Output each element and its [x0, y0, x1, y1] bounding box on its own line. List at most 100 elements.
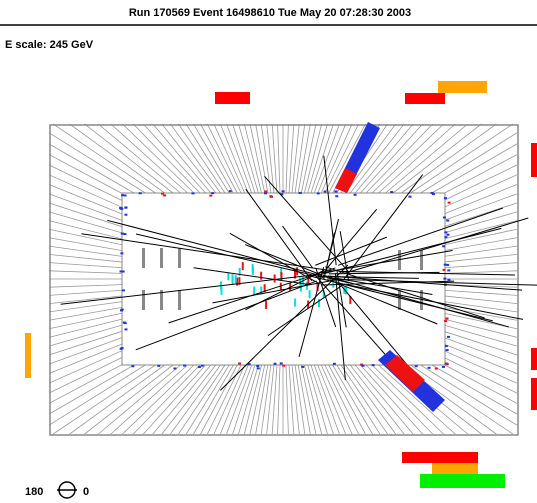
hit — [334, 190, 337, 192]
hit — [444, 236, 447, 238]
hit — [282, 190, 285, 192]
hit — [163, 194, 166, 196]
hit — [270, 196, 273, 198]
hit — [124, 328, 127, 330]
hit — [253, 287, 255, 295]
hit — [408, 196, 411, 198]
hit — [443, 269, 446, 271]
hit — [173, 368, 176, 370]
muon-block — [531, 378, 537, 410]
hit — [446, 349, 449, 351]
hit — [444, 197, 447, 199]
hit — [428, 367, 431, 369]
hit — [124, 322, 127, 324]
hit — [274, 363, 277, 365]
energy-scale: E scale: 245 GeV — [5, 39, 94, 51]
hit — [333, 363, 336, 365]
legend-bar — [420, 474, 505, 488]
hit — [280, 362, 283, 364]
hit — [264, 192, 267, 194]
hit — [157, 365, 160, 367]
strip — [142, 248, 145, 268]
hit — [301, 366, 304, 368]
hit — [309, 290, 311, 298]
strip — [142, 290, 145, 310]
hit — [242, 262, 244, 270]
event-display: Run 170569 Event 16498610 Tue May 20 07:… — [0, 0, 537, 503]
hit — [265, 301, 267, 309]
hit — [274, 274, 276, 282]
hit — [220, 287, 222, 295]
hit — [282, 365, 285, 367]
muon-block — [531, 143, 537, 177]
hit — [446, 264, 449, 266]
hit — [447, 336, 450, 338]
strip — [420, 250, 423, 270]
hit — [122, 289, 125, 291]
angle-label: 180 — [25, 486, 43, 498]
hit — [124, 194, 127, 196]
hit — [443, 278, 446, 280]
hit — [120, 309, 123, 311]
inner-detector — [122, 193, 445, 365]
hit — [209, 195, 212, 197]
hit — [125, 207, 128, 209]
hit — [446, 234, 449, 236]
hit — [131, 365, 134, 367]
trigger-block — [405, 93, 445, 104]
hit — [335, 195, 338, 197]
hit — [120, 252, 123, 254]
trigger-block — [215, 92, 250, 104]
run-title: Run 170569 Event 16498610 Tue May 20 07:… — [129, 7, 411, 19]
strip — [160, 248, 163, 268]
hit — [354, 194, 357, 196]
legend-bar — [402, 452, 478, 463]
hit — [123, 233, 126, 235]
hit — [139, 192, 142, 194]
hit — [235, 275, 237, 283]
hit — [442, 245, 445, 247]
hit — [257, 367, 260, 369]
hit — [442, 366, 445, 368]
strip — [398, 290, 401, 310]
hit — [447, 279, 450, 281]
hit — [362, 365, 365, 367]
hit — [256, 365, 259, 367]
hit — [280, 283, 282, 291]
hit — [227, 272, 229, 280]
hit — [122, 271, 125, 273]
hit — [124, 214, 127, 216]
hit — [183, 365, 186, 367]
hit — [447, 269, 450, 271]
hit — [264, 190, 267, 192]
muon-block — [25, 333, 31, 378]
strip — [178, 290, 181, 310]
hit — [432, 193, 435, 195]
hit — [120, 348, 123, 350]
hit — [390, 191, 393, 193]
hit — [121, 233, 124, 235]
hit — [232, 276, 234, 284]
angle-label: 0 — [83, 486, 89, 498]
hit — [211, 192, 214, 194]
hit — [260, 272, 262, 280]
hit — [444, 231, 447, 233]
hit — [415, 365, 418, 367]
hit — [445, 345, 448, 347]
hit — [372, 364, 375, 366]
hit — [448, 202, 451, 204]
hit — [198, 366, 201, 368]
strip — [178, 248, 181, 268]
hit — [324, 191, 327, 193]
hit — [191, 192, 194, 194]
hit — [201, 365, 204, 367]
hit — [435, 368, 438, 370]
hit — [238, 362, 241, 364]
legend-bar — [432, 463, 478, 474]
muon-block — [531, 348, 537, 370]
hit — [294, 299, 296, 307]
hit — [317, 192, 320, 194]
trigger-block — [438, 81, 487, 93]
hit — [229, 190, 232, 192]
hit — [444, 320, 447, 322]
